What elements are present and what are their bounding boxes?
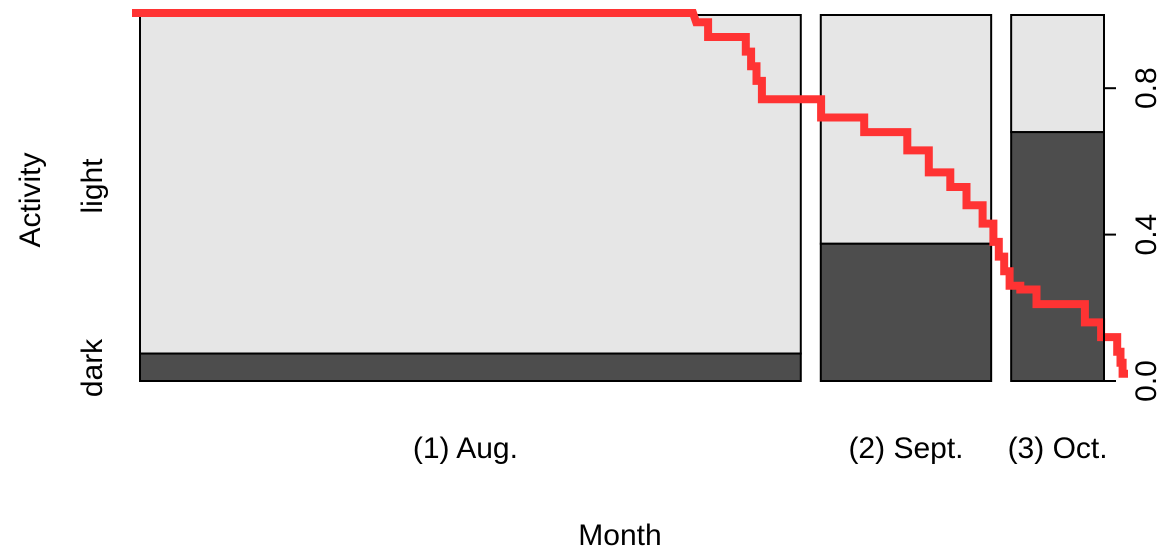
bar-light-1-aug [139,14,802,355]
bar-dark-3-oct [1010,131,1106,382]
right-axis: 0.0 0.4 0.8 [1103,15,1163,402]
bar-dark-2-sept [819,242,993,382]
category-labels: (1) Aug. (2) Sept. (3) Oct. [413,432,1108,465]
y-axis-title: Activity [14,152,47,247]
right-axis-tick-label: 0.4 [1130,214,1163,256]
y-level-label-dark: dark [76,338,109,397]
bars-group [139,14,1106,382]
category-label-1-aug: (1) Aug. [413,432,518,465]
step-line [132,9,1128,378]
right-axis-tick-label: 0.8 [1130,67,1163,109]
right-axis-tick-label: 0.0 [1130,360,1163,402]
x-axis-title: Month [578,519,661,550]
bar-dark-1-aug [139,352,802,382]
category-label-2-sept: (2) Sept. [848,432,963,465]
bar-light-3-oct [1010,14,1106,134]
step-line-group [132,9,1128,378]
category-label-3-oct: (3) Oct. [1008,432,1108,465]
y-level-label-light: light [76,158,109,214]
